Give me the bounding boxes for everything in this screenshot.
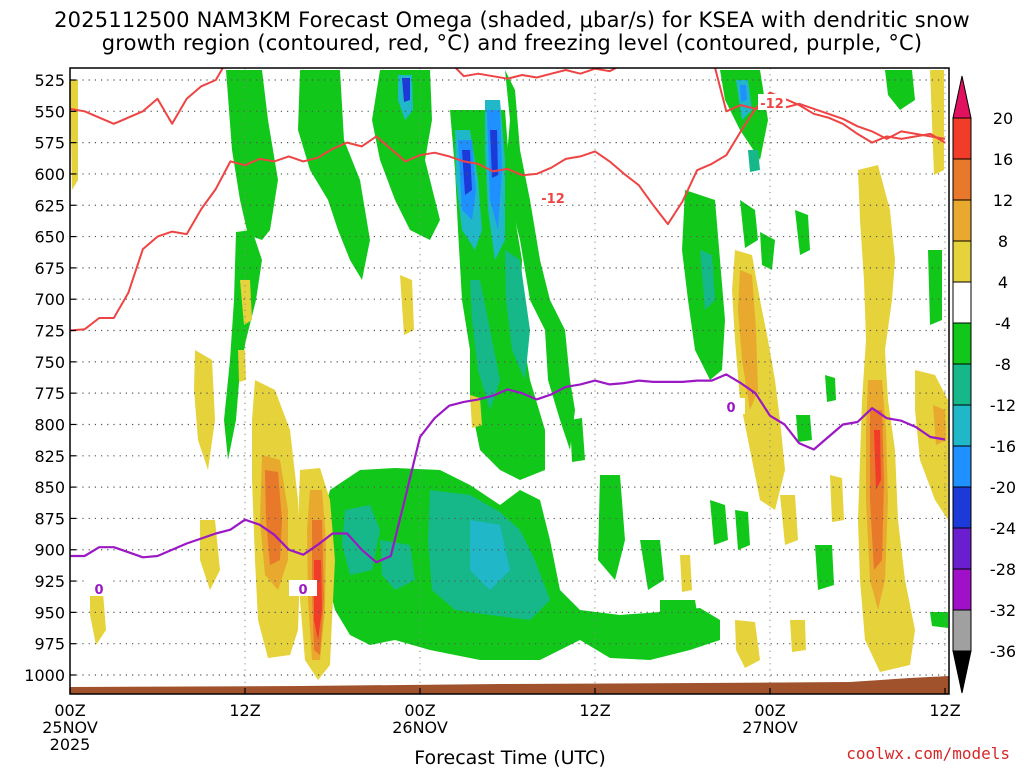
y-tick-label: 650 [34,228,65,247]
freezing-label-1-bg [85,580,113,596]
y-tick-label: 925 [34,572,65,591]
dgz-label-2: -12 [760,97,784,112]
colorbar-swatch [952,117,972,160]
x-tick-label: 26NOV [392,718,448,737]
dgz-label-2-bg [758,94,786,110]
y-tick-label: 850 [34,478,65,497]
colorbar-label: 4 [998,273,1008,292]
dgz-label-1-bg [539,189,567,205]
y-tick-label: 775 [34,384,65,403]
colorbar-label: -4 [995,314,1011,333]
colorbar-swatch [952,322,972,365]
plot-frame [69,67,950,695]
colorbar-swatch [952,527,972,570]
colorbar-label: -20 [990,478,1016,497]
x-tick-label: 12Z [929,701,960,720]
colorbar-swatch [952,281,972,324]
colorbar-swatch [952,568,972,611]
colorbar-label: 8 [998,232,1008,251]
x-tick-label: 27NOV [742,718,798,737]
y-tick-label: 825 [34,447,65,466]
colorbar-swatch [952,240,972,283]
colorbar-swatch [952,199,972,242]
chart-title-line1: 2025112500 NAM3KM Forecast Omega (shaded… [54,8,970,32]
omega-blue-region [402,78,747,230]
freezing-label-2-bg [289,580,317,596]
dgz-lower-contour [70,91,946,332]
y-tick-label: 600 [34,165,65,184]
y-tick-label: 975 [34,635,65,654]
x-tick-label: 25NOV [42,718,98,737]
y-tick-label: 800 [34,415,65,434]
colorbar-label: 20 [993,109,1013,128]
y-tick-label: 700 [34,290,65,309]
colorbar-label: -24 [990,519,1016,538]
x-tick-label: 2025 [50,735,91,754]
y-tick-label: 525 [34,71,65,90]
colorbar-label: 16 [993,150,1013,169]
freezing-label-3-bg [717,398,745,414]
x-tick-label: 00Z [754,701,785,720]
y-tick-label: 750 [34,353,65,372]
colorbar-bottom-arrow [952,650,972,694]
freezing-label-3: 0 [726,401,735,416]
colorbar-swatch [952,363,972,406]
x-axis-label: Forecast Time (UTC) [414,747,605,768]
y-tick-label: 675 [34,259,65,278]
contours: 0 0 0 -12 -12 [70,68,946,598]
y-tick-label: 625 [34,196,65,215]
colorbar-label: -36 [990,642,1016,661]
colorbar-swatch [952,445,972,488]
ground-surface [70,676,949,694]
colorbar-swatch [952,486,972,529]
y-tick-label: 550 [34,102,65,121]
y-tick-label: 1000 [24,666,65,685]
chart-title-line2: growth region (contoured, red, °C) and f… [101,31,923,55]
freezing-label-1: 0 [94,583,103,598]
y-tick-label: 575 [34,134,65,153]
colorbar-label: -12 [990,396,1016,415]
freezing-level-contour [70,373,946,564]
y-axis: 525 550 575 600 625 650 675 700 725 750 775 800 825 8… [24,71,76,685]
y-tick-label: 875 [34,509,65,528]
colorbar-swatch [952,404,972,447]
colorbar-label: -28 [990,560,1016,579]
colorbar-label: -8 [995,355,1011,374]
x-tick-label: 00Z [404,701,435,720]
dgz-label-1: -12 [541,192,565,207]
y-tick-label: 950 [34,603,65,622]
colorbar-top-arrow [952,75,972,119]
grid-lines [70,68,949,694]
y-tick-label: 725 [34,322,65,341]
x-tick-label: 12Z [579,701,610,720]
x-tick-label: 12Z [229,701,260,720]
colorbar-label: -32 [990,601,1016,620]
freezing-label-2: 0 [298,583,307,598]
y-tick-label: 900 [34,541,65,560]
colorbar-label: 12 [993,191,1013,210]
colorbar-swatch [952,609,972,652]
x-tick-label: 00Z [54,701,85,720]
dgz-upper-contour [70,68,946,140]
credit-text: coolwx.com/models [846,744,1010,763]
colorbar-label: -16 [990,437,1016,456]
colorbar: 20 16 12 8 4 -4 -8 -12 -16 -20 -24 -28 -32 -36 [952,75,1016,694]
colorbar-swatch [952,158,972,201]
